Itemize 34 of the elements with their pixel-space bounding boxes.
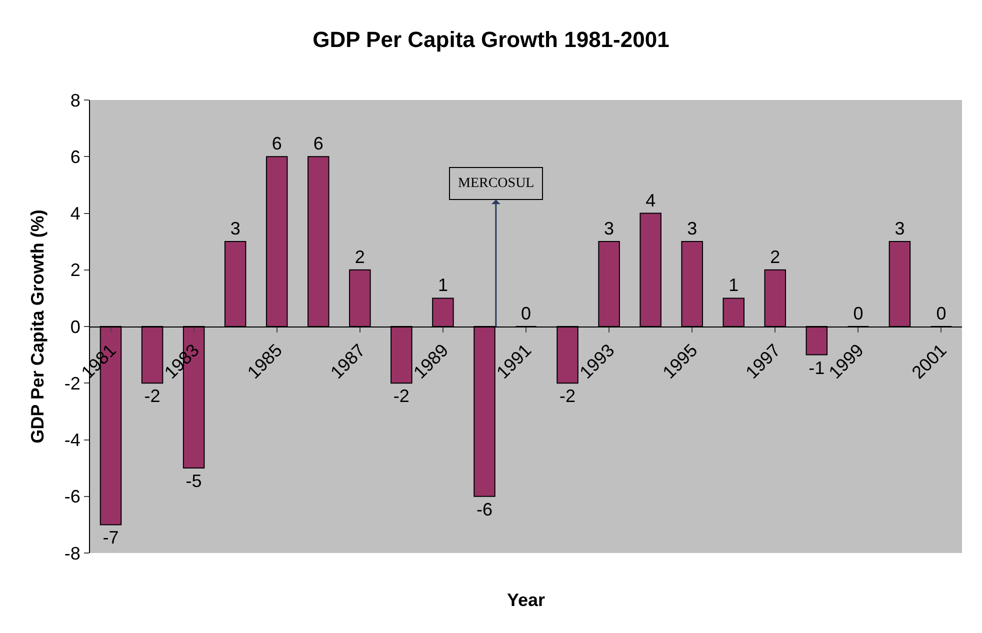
data-label: -6 (476, 499, 492, 520)
y-axis-title: GDP Per Capita Growth (%) (28, 210, 48, 444)
annotation: MERCOSUL (458, 176, 534, 191)
data-label: 1 (728, 275, 739, 296)
y-tick-label: -4 (64, 430, 80, 450)
y-tick-label: 4 (70, 204, 80, 224)
data-label: 2 (354, 246, 365, 267)
y-tick-label: 6 (70, 146, 80, 167)
y-tick-label: -8 (64, 543, 80, 564)
x-axis-title: Year (507, 590, 546, 610)
data-label: 1 (438, 275, 448, 296)
data-label: -7 (102, 528, 119, 548)
y-tick-label: 8 (70, 90, 80, 110)
data-label: 0 (853, 304, 864, 324)
data-label: -2 (144, 386, 160, 406)
y-tick-label: 2 (70, 260, 80, 280)
data-label: -1 (808, 358, 825, 378)
data-label: -2 (560, 386, 576, 406)
data-label: 0 (520, 304, 532, 324)
data-label: 0 (936, 304, 946, 324)
data-label: 3 (894, 218, 905, 239)
data-label: 4 (646, 190, 656, 210)
y-tick-label: -2 (64, 373, 80, 394)
data-label: -5 (186, 471, 202, 492)
data-label: 6 (313, 134, 324, 154)
data-label: 3 (230, 218, 240, 239)
data-label: 3 (687, 218, 698, 239)
y-tick-label: 0 (70, 316, 80, 337)
data-label: -2 (393, 386, 410, 406)
chart-title: GDP Per Capita Growth 1981-2001 (312, 27, 670, 52)
data-label: 2 (770, 246, 780, 267)
data-label: 3 (604, 218, 614, 239)
data-label: 6 (272, 134, 282, 154)
y-tick-label: -6 (64, 486, 80, 507)
